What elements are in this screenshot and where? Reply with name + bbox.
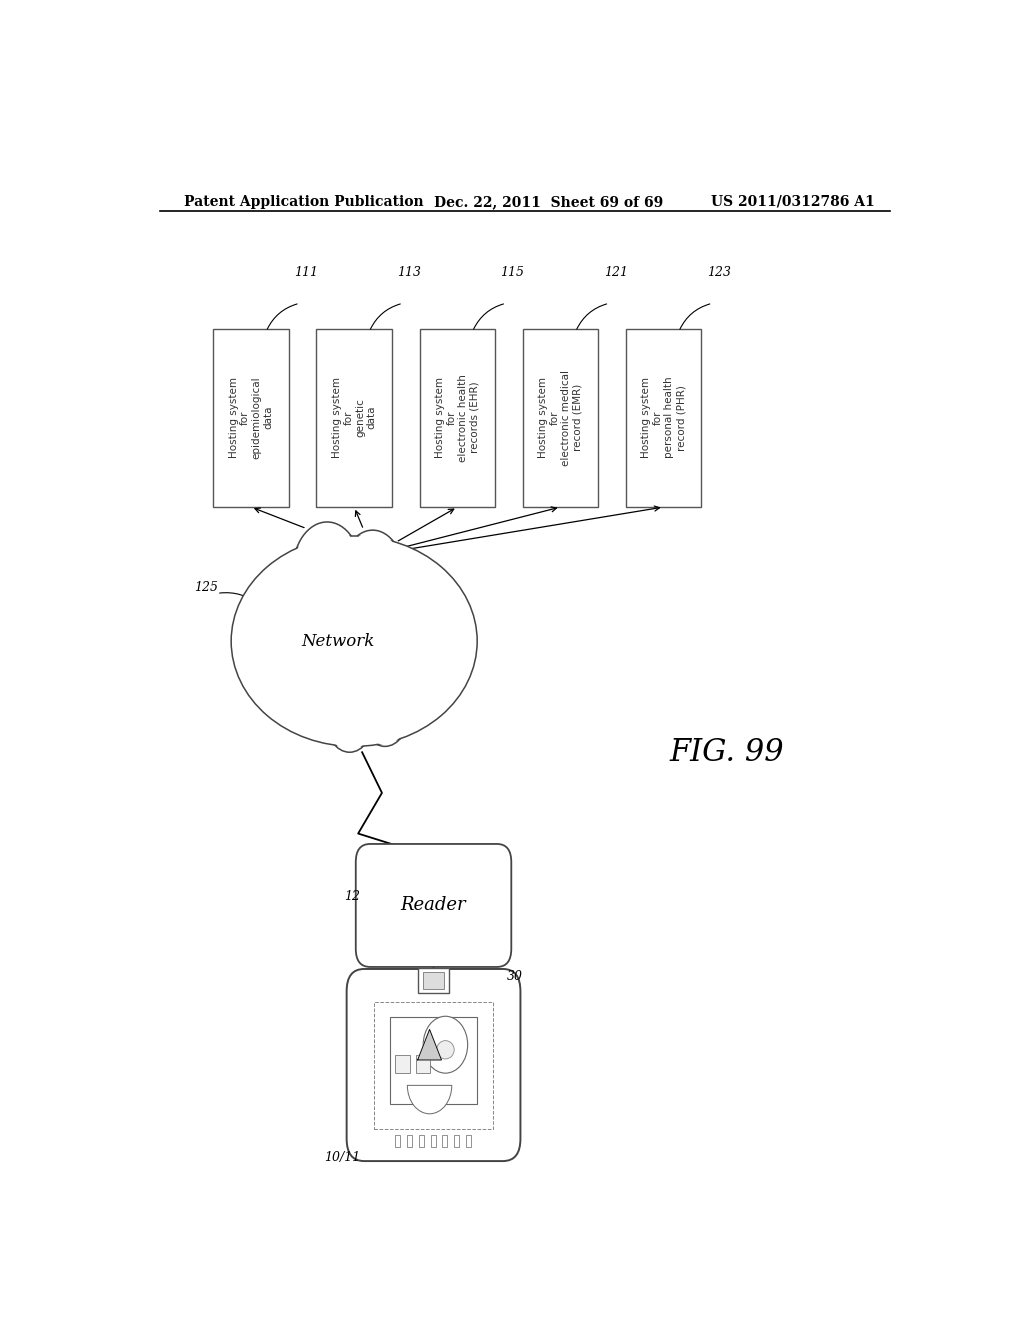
Bar — [419, 968, 449, 994]
Ellipse shape — [360, 676, 410, 746]
Text: Reader: Reader — [400, 896, 466, 915]
Ellipse shape — [391, 560, 445, 642]
Ellipse shape — [260, 648, 306, 715]
Text: Hosting system
for
electronic health
records (EHR): Hosting system for electronic health rec… — [435, 374, 479, 462]
Ellipse shape — [296, 675, 338, 737]
Bar — [454, 1135, 459, 1147]
Ellipse shape — [436, 1040, 455, 1059]
Ellipse shape — [257, 561, 316, 651]
Bar — [416, 1055, 430, 1073]
Ellipse shape — [293, 521, 361, 620]
Ellipse shape — [259, 565, 313, 647]
Bar — [390, 1018, 477, 1104]
Ellipse shape — [341, 531, 404, 623]
Ellipse shape — [262, 652, 304, 713]
Polygon shape — [418, 1030, 441, 1060]
Text: US 2011/0312786 A1: US 2011/0312786 A1 — [712, 195, 876, 209]
Text: 10/11: 10/11 — [324, 1151, 360, 1164]
Bar — [316, 329, 392, 507]
Text: 123: 123 — [707, 267, 731, 280]
Text: Hosting system
for
personal health
record (PHR): Hosting system for personal health recor… — [641, 376, 686, 458]
Ellipse shape — [242, 611, 290, 682]
Ellipse shape — [392, 561, 444, 640]
Bar — [442, 1135, 447, 1147]
FancyBboxPatch shape — [355, 843, 511, 968]
Bar — [431, 1135, 435, 1147]
Text: Patent Application Publication: Patent Application Publication — [183, 195, 423, 209]
Ellipse shape — [416, 601, 465, 671]
Ellipse shape — [244, 614, 288, 680]
Bar — [213, 329, 289, 507]
Ellipse shape — [231, 536, 477, 746]
Ellipse shape — [245, 616, 287, 678]
Ellipse shape — [261, 566, 312, 645]
Ellipse shape — [400, 657, 442, 719]
Circle shape — [423, 1016, 468, 1073]
Bar — [523, 329, 598, 507]
Text: Hosting system
for
electronic medical
record (EMR): Hosting system for electronic medical re… — [539, 370, 583, 466]
Bar — [374, 1002, 494, 1129]
Text: Dec. 22, 2011  Sheet 69 of 69: Dec. 22, 2011 Sheet 69 of 69 — [433, 195, 663, 209]
Text: 12: 12 — [344, 890, 359, 903]
Bar — [408, 1135, 412, 1147]
Ellipse shape — [293, 669, 342, 742]
Text: 125: 125 — [194, 581, 218, 594]
Text: 115: 115 — [501, 267, 524, 280]
Ellipse shape — [323, 678, 377, 756]
Ellipse shape — [414, 597, 467, 675]
Text: 121: 121 — [604, 267, 628, 280]
Text: 113: 113 — [397, 267, 421, 280]
Bar — [423, 972, 443, 989]
Text: Hosting system
for
epidemiological
data: Hosting system for epidemiological data — [228, 376, 273, 459]
Wedge shape — [408, 1085, 452, 1114]
Ellipse shape — [327, 684, 373, 751]
Ellipse shape — [342, 532, 403, 622]
Ellipse shape — [295, 673, 339, 738]
Text: Hosting system
for
genetic
data: Hosting system for genetic data — [332, 378, 377, 458]
Bar — [419, 1135, 424, 1147]
FancyBboxPatch shape — [347, 969, 520, 1162]
Text: 111: 111 — [294, 267, 318, 280]
Ellipse shape — [325, 682, 374, 752]
Ellipse shape — [388, 556, 447, 645]
Ellipse shape — [231, 536, 477, 746]
Ellipse shape — [399, 655, 444, 721]
Ellipse shape — [338, 525, 408, 628]
Ellipse shape — [289, 517, 365, 626]
Ellipse shape — [397, 652, 446, 723]
Bar — [466, 1135, 471, 1147]
Ellipse shape — [294, 524, 360, 619]
Ellipse shape — [417, 602, 464, 669]
Ellipse shape — [263, 653, 302, 711]
Bar — [626, 329, 701, 507]
Bar — [395, 1135, 400, 1147]
Text: FIG. 99: FIG. 99 — [670, 738, 784, 768]
Text: 30: 30 — [507, 970, 523, 983]
Bar — [395, 1055, 410, 1073]
Text: Network: Network — [302, 632, 375, 649]
Bar — [420, 329, 495, 507]
Ellipse shape — [232, 537, 475, 744]
Ellipse shape — [361, 677, 409, 744]
Ellipse shape — [357, 673, 412, 750]
